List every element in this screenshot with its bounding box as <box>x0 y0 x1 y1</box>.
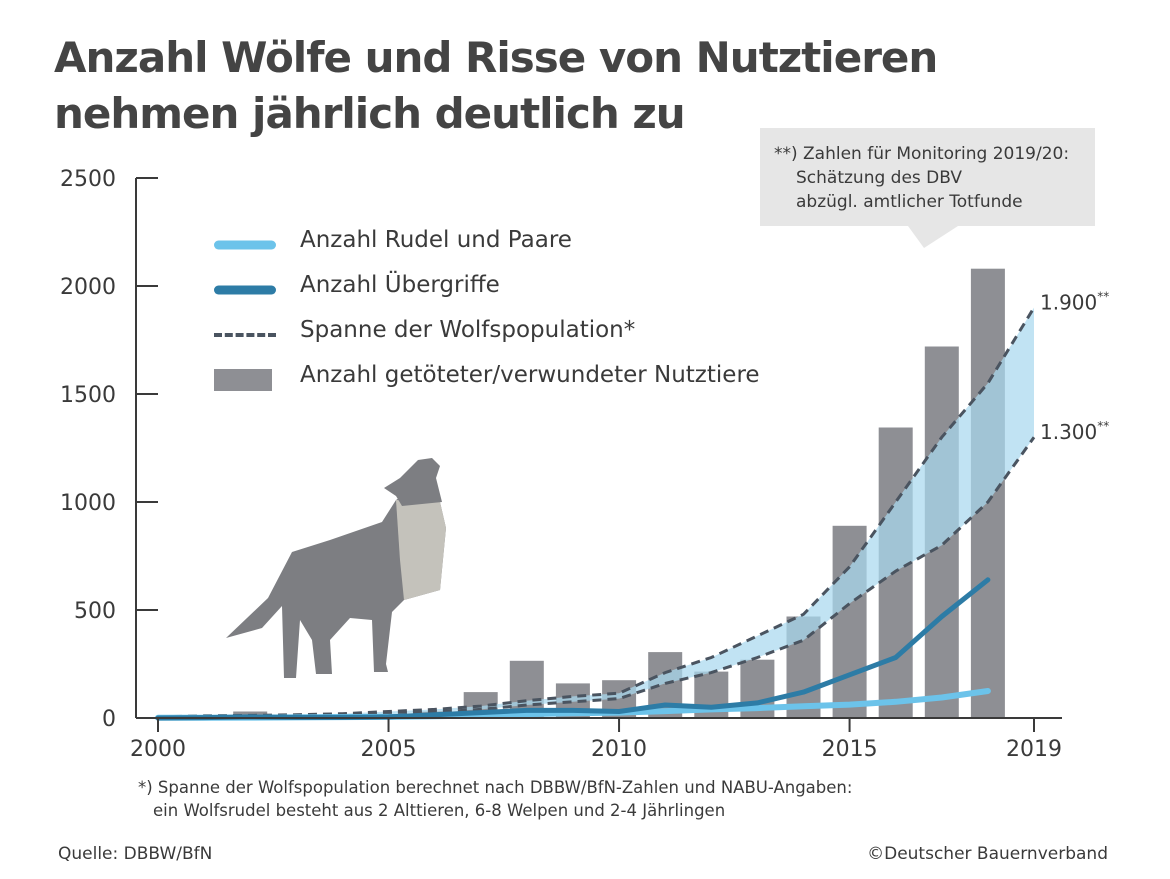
chart-title-line-1: Anzahl Wölfe und Risse von Nutztieren <box>54 33 938 82</box>
y-tick-label-500: 500 <box>74 599 116 624</box>
callout-line-2: Schätzung des DBV <box>796 168 963 188</box>
series-population-upper <box>157 306 1036 719</box>
y-tick-label-0: 0 <box>102 707 116 732</box>
legend-label-packs: Anzahl Rudel und Paare <box>300 227 572 253</box>
end-label-1900: 1.900** <box>1040 290 1109 315</box>
plot: 0 500 1000 1500 2000 2500 2000 2005 2010 2015 2019… <box>60 167 1109 762</box>
chart-title-line-2: nehmen jährlich deutlich zu <box>54 89 686 138</box>
x-tick-label-2005: 2005 <box>361 737 417 762</box>
series-population-lower <box>157 436 1036 719</box>
copyright-label: ©Deutscher Bauernverband <box>867 844 1108 864</box>
y-tick-label-1000: 1000 <box>60 491 116 516</box>
howling-wolf-icon <box>226 458 446 678</box>
y-tick-label-2500: 2500 <box>60 167 116 192</box>
population-range-band <box>158 307 1034 718</box>
legend-swatch-attacks <box>214 285 276 294</box>
wolf-body <box>226 496 446 678</box>
wolf-chest <box>396 500 446 600</box>
legend-swatch-livestock <box>214 368 272 391</box>
legend-label-attacks: Anzahl Übergriffe <box>300 272 500 298</box>
legend-label-livestock: Anzahl getöteter/verwundeter Nutztiere <box>300 362 760 388</box>
annotation-callout: **) Zahlen für Monitoring 2019/20: Schät… <box>760 128 1095 226</box>
end-label-1300: 1.300** <box>1040 419 1109 444</box>
y-tick-label-2000: 2000 <box>60 275 116 300</box>
x-tick-label-2019: 2019 <box>1006 737 1062 762</box>
legend-swatch-population-range <box>214 332 276 337</box>
chart-title: Anzahl Wölfe und Risse von Nutztieren ne… <box>54 30 938 142</box>
footnote-line-2: ein Wolfsrudel besteht aus 2 Alttieren, … <box>153 801 726 820</box>
source-label: Quelle: DBBW/BfN <box>58 844 213 864</box>
callout-pointer <box>908 226 958 248</box>
footnote: *) Spanne der Wolfspopulation berechnet … <box>138 776 852 822</box>
x-tick-label-2015: 2015 <box>822 737 878 762</box>
callout-line-1: **) Zahlen für Monitoring 2019/20: <box>774 144 1070 164</box>
wolf-head <box>384 458 442 506</box>
legend-swatch-packs <box>214 240 276 249</box>
y-tick-label-1500: 1500 <box>60 383 116 408</box>
legend-label-population-range: Spanne der Wolfspopulation* <box>300 317 636 343</box>
x-tick-label-2000: 2000 <box>130 737 186 762</box>
footnote-line-1: *) Spanne der Wolfspopulation berechnet … <box>138 778 853 797</box>
callout-line-3: abzügl. amtlicher Totfunde <box>796 192 1023 212</box>
x-tick-label-2010: 2010 <box>591 737 647 762</box>
